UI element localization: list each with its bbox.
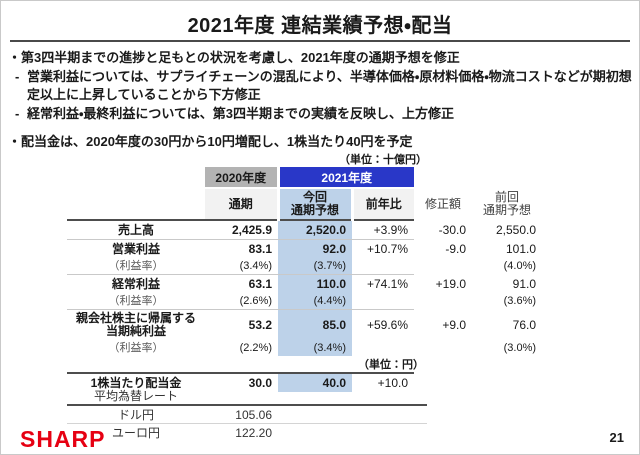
cell-fy2020: 53.2	[205, 309, 278, 340]
row-label: 親会社株主に帰属する 当期純利益	[67, 309, 205, 340]
bullet-item: - 営業利益については、サプライチェーンの混乱により、半導体価格・原材料価格・物…	[15, 68, 636, 105]
table-row-operating-margin: （利益率） (3.4%) (3.7%) (4.0%)	[67, 258, 542, 275]
header-full-year: 通期	[205, 188, 280, 221]
cell-revision	[414, 340, 472, 356]
bullet-marker: -	[15, 68, 20, 84]
row-label: 営業利益	[67, 239, 205, 258]
bullet-marker: -	[15, 105, 20, 121]
bullet-item: ・ 第3四半期までの進捗と足もとの状況を考慮し、2021年度の通期予想を修正	[8, 49, 636, 68]
cell-previous: (4.0%)	[503, 260, 537, 273]
bullet-text: 配当金は、2020年度の30円から10円増配し、1株当たり40円を予定	[21, 134, 413, 149]
fx-row-usd: ドル円 105.06	[67, 405, 427, 424]
cell-fy2020: (2.2%)	[239, 342, 272, 354]
table-row-net-sales: 売上高 2,425.9 2,520.0 +3.9% -30.0 2,550.0	[67, 220, 542, 240]
cell-revision: -9.0	[445, 241, 467, 256]
table-row-unit-yen: （単位：円）	[67, 356, 542, 373]
fx-value: 105.06	[205, 405, 278, 424]
header-previous-forecast: 前回 通期予想	[483, 190, 532, 217]
cell-forecast: 92.0	[278, 239, 352, 258]
cell-previous: (3.6%)	[503, 295, 537, 308]
header-fy2020: 2020年度	[205, 167, 280, 189]
bullet-text: 営業利益については、サプライチェーンの混乱により、半導体価格・原材料価格・物流コ…	[27, 68, 632, 103]
page-number: 21	[609, 430, 624, 445]
fx-label: ユーロ円	[111, 426, 160, 440]
cell-fy2020: 83.1	[205, 239, 278, 258]
row-label: （利益率）	[108, 259, 164, 272]
table-row-ordinary-margin: （利益率） (2.6%) (4.4%) (3.6%)	[67, 293, 542, 310]
exchange-rate-table: 平均為替レート ドル円 105.06 ユーロ円 122.20	[67, 387, 427, 441]
cell-yoy	[352, 258, 414, 275]
cell-fy2020: (2.6%)	[239, 295, 272, 307]
header-fy2021: 2021年度	[278, 167, 415, 189]
table-row-ordinary-profit: 経常利益 63.1 110.0 +74.1% +19.0 91.0	[67, 274, 542, 293]
cell-forecast: 85.0	[278, 309, 352, 340]
table-row-operating-profit: 営業利益 83.1 92.0 +10.7% -9.0 101.0	[67, 239, 542, 258]
bullet-text: 経常利益・最終利益については、第3四半期までの実績を反映し、上方修正	[27, 105, 455, 121]
row-label: （利益率）	[108, 341, 164, 354]
table-row-net-margin: （利益率） (2.2%) (3.4%) (3.0%)	[67, 340, 542, 356]
cell-forecast: (3.7%)	[278, 258, 352, 275]
fx-label: ドル円	[67, 405, 205, 424]
cell-fy2020: 2,425.9	[231, 223, 272, 237]
fx-row-eur: ユーロ円 122.20	[67, 424, 427, 442]
cell-revision	[414, 293, 472, 310]
bullet-list: ・ 第3四半期までの進捗と足もとの状況を考慮し、2021年度の通期予想を修正 -…	[8, 49, 636, 152]
cell-yoy: +74.1%	[352, 274, 415, 293]
cell-previous: 76.0	[512, 317, 537, 332]
cell-fy2020: 63.1	[205, 274, 278, 293]
header-yoy: 前年比	[352, 188, 415, 221]
table-header-columns: 通期 今回 通期予想 前年比 修正額 前回 通期予想	[67, 188, 542, 221]
cell-yoy: +59.6%	[352, 309, 415, 340]
sharp-logo: SHARP	[20, 426, 106, 452]
fx-title: 平均為替レート	[67, 387, 205, 406]
cell-fy2020: (3.4%)	[239, 260, 272, 272]
unit-note-yen: （単位：円）	[358, 359, 424, 371]
cell-forecast: (4.4%)	[278, 293, 352, 310]
unit-note-billion-yen: （単位：十億円）	[339, 154, 427, 166]
table-header-years: 2020年度 2021年度	[67, 167, 542, 189]
cell-yoy: +3.9%	[373, 223, 409, 237]
row-label: （利益率）	[108, 294, 164, 307]
bullet-text: 第3四半期までの進捗と足もとの状況を考慮し、2021年度の通期予想を修正	[21, 50, 460, 65]
cell-revision: -30.0	[438, 222, 467, 237]
row-label: 売上高	[117, 222, 154, 237]
bullet-item: ・ 配当金は、2020年度の30円から10円増配し、1株当たり40円を予定	[8, 133, 636, 152]
cell-previous: 2,550.0	[495, 222, 537, 237]
title-divider	[10, 40, 630, 42]
cell-yoy	[352, 293, 414, 310]
bullet-item: - 経常利益・最終利益については、第3四半期までの実績を反映し、上方修正	[15, 105, 636, 124]
cell-yoy: +10.7%	[352, 239, 415, 258]
fx-value: 122.20	[235, 425, 272, 440]
cell-previous: 101.0	[505, 241, 537, 256]
bullet-marker: ・	[8, 134, 22, 149]
bullet-marker: ・	[8, 50, 22, 65]
cell-forecast: (3.4%)	[278, 340, 352, 356]
cell-revision: +9.0	[442, 317, 467, 332]
fx-header-row: 平均為替レート	[67, 387, 427, 406]
cell-revision: +19.0	[435, 276, 467, 291]
page-title: 2021年度 連結業績予想・配当	[187, 15, 453, 37]
cell-previous: (3.0%)	[503, 342, 537, 354]
header-revision: 修正額	[425, 196, 462, 211]
cell-yoy	[352, 340, 414, 356]
results-table: 2020年度 2021年度 通期 今回 通期予想 前年比 修正額 前回 通期予想…	[67, 167, 542, 392]
cell-forecast: 110.0	[278, 274, 352, 293]
row-label: 経常利益	[67, 274, 205, 293]
cell-previous: 91.0	[512, 276, 537, 291]
cell-revision	[414, 258, 472, 275]
header-current-forecast: 今回 通期予想	[278, 188, 354, 221]
table-row-net-profit: 親会社株主に帰属する 当期純利益 53.2 85.0 +59.6% +9.0 7…	[67, 309, 542, 340]
cell-forecast: 2,520.0	[278, 220, 352, 240]
